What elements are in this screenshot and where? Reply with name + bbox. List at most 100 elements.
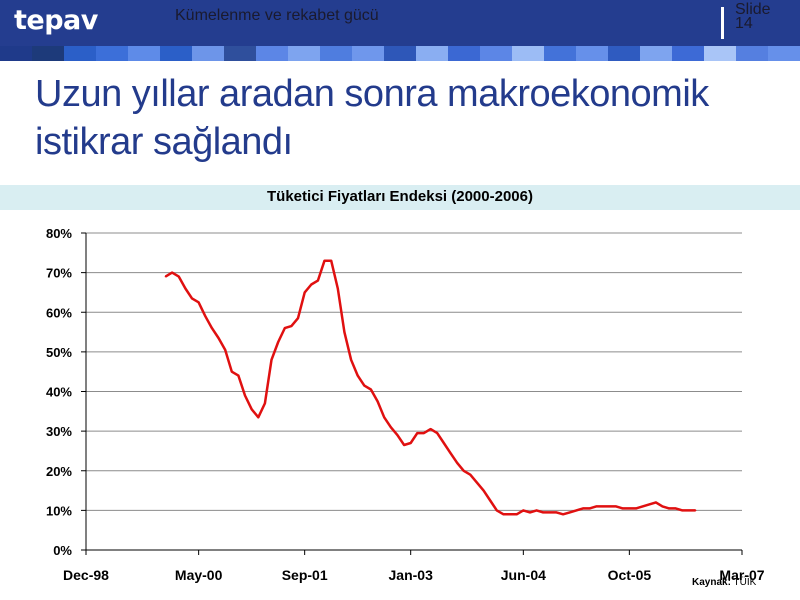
y-tick-label: 20% (46, 464, 72, 479)
cpi-line-chart: 0% 10% 20% 30% 40% 50% 60% 70% 80% Dec-98 May-00 Se… (46, 226, 765, 583)
y-tick-label: 30% (46, 424, 72, 439)
cpi-data-point (350, 359, 352, 361)
tile (512, 46, 544, 61)
cpi-data-point (204, 315, 207, 318)
cpi-data-point (356, 374, 359, 377)
cpi-data-point (641, 505, 644, 508)
cpi-data-point (681, 509, 684, 512)
cpi-data-point (496, 509, 498, 512)
cpi-data-point (688, 509, 690, 512)
cpi-data-point (363, 384, 366, 387)
x-tick-label: Jan-03 (389, 567, 434, 583)
cpi-data-point (323, 259, 326, 262)
tile (480, 46, 512, 61)
x-tick-label: Oct-05 (608, 567, 652, 583)
cpi-data-point (529, 511, 531, 514)
slide-title: Uzun yıllar aradan sonra makroekonomik i… (35, 73, 709, 163)
cpi-data-point (224, 349, 226, 351)
y-tick-label: 50% (46, 345, 72, 360)
cpi-data-point (489, 499, 492, 502)
cpi-data-point (383, 416, 385, 419)
cpi-data-point (423, 432, 425, 434)
tile (0, 46, 32, 61)
cpi-data-point (522, 509, 525, 512)
tile (320, 46, 352, 61)
cpi-data-point (575, 509, 578, 512)
cpi-data-point (542, 511, 545, 514)
tile (576, 46, 608, 61)
cpi-series-line (164, 259, 696, 516)
cpi-data-point (336, 287, 339, 290)
y-tick-label: 10% (46, 503, 72, 518)
cpi-data-point (635, 507, 637, 510)
x-tick-label: May-00 (175, 567, 223, 583)
tile (672, 46, 704, 61)
cpi-data-point (456, 462, 458, 464)
tile (704, 46, 736, 61)
tile (448, 46, 480, 61)
cpi-data-point (608, 505, 611, 508)
cpi-data-point (277, 341, 279, 343)
slide-separator (721, 7, 724, 39)
cpi-data-point (661, 505, 664, 508)
cpi-data-point (482, 489, 485, 492)
cpi-data-point (502, 513, 505, 516)
decorative-tile-strip (0, 46, 800, 61)
y-tick-label: 40% (46, 385, 72, 400)
cpi-data-point (674, 507, 677, 510)
y-tick-label: 60% (46, 305, 72, 320)
cpi-data-point (648, 503, 651, 506)
cpi-data-point (244, 394, 246, 397)
source-value: TÜİK (733, 577, 757, 588)
cpi-data-point (515, 513, 518, 516)
tile (640, 46, 672, 61)
tile (352, 46, 384, 61)
tile (288, 46, 320, 61)
cpi-data-point (290, 325, 293, 327)
slide-number: 14 (735, 15, 753, 32)
presentation-subtitle: Kümelenme ve rekabet gücü (175, 7, 379, 24)
header-bar: tepav Kümelenme ve rekabet gücü Slide 14 (0, 0, 800, 46)
x-tick-label: Jun-04 (501, 567, 546, 583)
slide-word: Slide (735, 1, 771, 18)
cpi-data-point (615, 505, 617, 508)
tile (544, 46, 576, 61)
cpi-data-point (211, 327, 213, 329)
cpi-data-point (370, 388, 372, 391)
cpi-data-point (568, 511, 571, 514)
chart-title: Tüketici Fiyatları Endeksi (2000-2006) (267, 188, 533, 205)
cpi-data-point (297, 317, 299, 319)
tile (96, 46, 128, 61)
cpi-data-point (549, 511, 551, 514)
cpi-data-point (409, 442, 412, 444)
cpi-data-point (469, 473, 472, 476)
cpi-data-point (317, 279, 319, 282)
tile (192, 46, 224, 61)
cpi-data-point (230, 370, 233, 373)
y-tick-label: 80% (46, 226, 72, 241)
cpi-data-point (694, 509, 697, 512)
tile (608, 46, 640, 61)
tile (224, 46, 256, 61)
cpi-data-point (330, 259, 332, 262)
tile (256, 46, 288, 61)
cpi-data-point (595, 505, 598, 508)
cpi-data-point (303, 291, 306, 294)
cpi-data-point (403, 444, 405, 446)
cpi-data-point (191, 297, 193, 300)
y-tick-label: 0% (53, 543, 72, 558)
cpi-data-point (443, 442, 445, 444)
cpi-data-point (655, 501, 657, 504)
source-note: Kaynak: TÜİK (692, 577, 756, 588)
x-tick-label: Mar-07 (719, 567, 764, 583)
cpi-data-point (197, 301, 200, 304)
cpi-data-point (171, 271, 173, 274)
cpi-data-point (535, 509, 538, 512)
tile (128, 46, 160, 61)
cpi-data-point (582, 507, 584, 510)
cpi-data-point (177, 275, 180, 278)
cpi-data-point (396, 434, 399, 436)
x-tick-label: Dec-98 (63, 567, 109, 583)
chart-title-band (0, 185, 800, 210)
cpi-data-point (588, 507, 591, 510)
